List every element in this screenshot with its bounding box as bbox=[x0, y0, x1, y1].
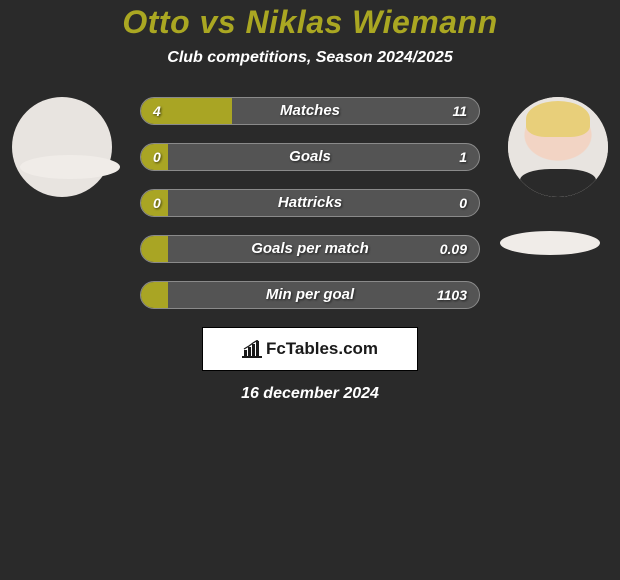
player-right-avatar bbox=[508, 97, 608, 197]
stat-value-left: 4 bbox=[153, 98, 161, 124]
stat-value-left: 0 bbox=[153, 144, 161, 170]
source-logo: FcTables.com bbox=[202, 327, 418, 371]
comparison-infographic: Otto vs Niklas Wiemann Club competitions… bbox=[0, 0, 620, 403]
player-left-avatar bbox=[12, 97, 112, 197]
stat-label: Hattricks bbox=[141, 190, 479, 216]
player-right-shadow bbox=[500, 231, 600, 255]
face-icon bbox=[508, 97, 608, 197]
stat-row: Goals0 1 bbox=[140, 143, 480, 171]
stat-label: Goals per match bbox=[141, 236, 479, 262]
footer-date: 16 december 2024 bbox=[0, 385, 620, 403]
chart-icon bbox=[242, 340, 262, 358]
stat-value-right: 0 bbox=[459, 190, 467, 216]
stat-value-right: 11 bbox=[452, 98, 467, 124]
stat-value-right: 0.09 bbox=[440, 236, 467, 262]
stat-bars: Matches411Goals01Hattricks00Goals per ma… bbox=[140, 97, 480, 309]
subtitle: Club competitions, Season 2024/2025 bbox=[0, 49, 620, 67]
stat-row: Goals per match0.09 bbox=[140, 235, 480, 263]
stat-label: Matches bbox=[141, 98, 479, 124]
stat-label: Goals bbox=[141, 144, 479, 170]
player-left-shadow bbox=[20, 155, 120, 179]
stat-row: Matches4 11 bbox=[140, 97, 480, 125]
stat-value-right: 1103 bbox=[437, 282, 467, 308]
stat-value-left: 0 bbox=[153, 190, 161, 216]
stats-area: Matches411Goals01Hattricks00Goals per ma… bbox=[0, 97, 620, 309]
stat-row: Hattricks0 0 bbox=[140, 189, 480, 217]
logo-text: FcTables.com bbox=[266, 339, 378, 359]
stat-label: Min per goal bbox=[141, 282, 479, 308]
stat-value-right: 1 bbox=[459, 144, 467, 170]
page-title: Otto vs Niklas Wiemann bbox=[0, 4, 620, 41]
stat-row: Min per goal1103 bbox=[140, 281, 480, 309]
